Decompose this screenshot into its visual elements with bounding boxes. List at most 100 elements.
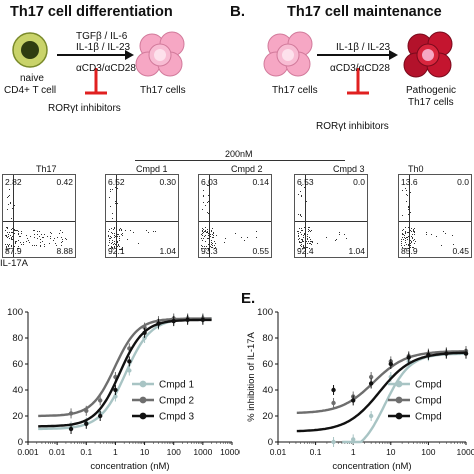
pathogenic-label-1: Pathogenic: [406, 85, 457, 96]
y-tick-label: 100: [7, 307, 23, 318]
quadrant-lr-value: 8.88: [56, 246, 73, 256]
x-tick-label: 100: [167, 447, 181, 457]
x-tick-label: 10000: [220, 447, 240, 457]
legend-label: Cmpd 3: [159, 412, 194, 423]
pathogenic-cells-icon: [403, 31, 453, 78]
data-point: [200, 317, 206, 322]
quadrant-ul-value: 6.52: [108, 177, 125, 187]
quadrant-gate-horizontal: [199, 221, 271, 222]
fit-curve: [38, 317, 212, 418]
y-tick-label: 0: [268, 437, 273, 448]
quadrant-ul-value: 6.53: [297, 177, 314, 187]
data-point: [331, 387, 336, 393]
inhibition-symbol-b-icon: [347, 68, 369, 95]
legend-label: Cmpd 2: [159, 396, 194, 407]
flow-plot: 2.82 0.42 87.9 8.88: [2, 174, 76, 258]
pathogenic-label-2: Th17 cells: [408, 97, 454, 108]
inhibition-symbol-icon: [85, 68, 107, 95]
data-point: [368, 413, 374, 419]
dose-response-chart-right: 0 20 40 60 80 100 0.01 0.1 1 10 100 1000 concentrati…: [246, 307, 474, 472]
quadrant-ul-value: 2.82: [5, 177, 22, 187]
quadrant-ll-value: 85.9: [401, 246, 418, 256]
quadrant-gate-vertical: [305, 175, 306, 257]
quadrant-lr-value: 1.04: [159, 246, 176, 256]
concentration-label: 200nM: [225, 149, 253, 159]
data-point: [406, 355, 411, 360]
quadrant-ur-value: 0.0: [457, 177, 469, 187]
data-point: [84, 408, 89, 413]
panel-a-cond-2: IL-1β / IL-23: [76, 42, 131, 53]
data-point: [171, 318, 176, 324]
panel-a-cond-1: TGFβ / IL-6: [76, 31, 128, 42]
x-tick-label: 1000: [457, 447, 474, 457]
data-point: [127, 368, 132, 373]
x-tick-label: 10: [140, 447, 150, 457]
flow-plot-title: Th0: [408, 164, 424, 174]
legend-marker: [395, 380, 403, 388]
data-point: [68, 411, 74, 416]
panel-a-schematic: [12, 31, 185, 95]
quadrant-gate-vertical: [116, 175, 117, 257]
naive-label: naive: [20, 73, 44, 84]
th17-cells-icon: [135, 31, 185, 77]
panel-b-letter: B.: [230, 3, 245, 20]
data-point: [388, 361, 393, 367]
flow-plot-title: Cmpd 3: [333, 164, 365, 174]
legend-label: Cmpd: [415, 380, 442, 391]
naive-cell-icon: [12, 32, 48, 68]
y-tick-label: 0: [18, 437, 23, 448]
quadrant-ll-value: 92.4: [297, 246, 314, 256]
data-point: [142, 335, 147, 341]
quadrant-ul-value: 6.03: [201, 177, 218, 187]
flow-plot-title: Th17: [36, 164, 57, 174]
quadrant-gate-horizontal: [295, 221, 367, 222]
x-tick-label: 100: [421, 447, 435, 457]
il17a-axis-label: IL-17A: [0, 258, 28, 269]
panel-a-title: Th17 cell differentiation: [10, 4, 173, 20]
y-tick-label: 60: [12, 359, 23, 370]
panel-a-cond-3: αCD3/αCD28: [76, 63, 136, 74]
legend-label: Cmpd: [415, 412, 442, 423]
data-point: [127, 359, 132, 364]
flow-plot: 6.52 0.30 92.1 1.04: [105, 174, 179, 258]
data-point: [113, 394, 118, 399]
quadrant-gate-horizontal: [399, 221, 471, 222]
quadrant-gate-vertical: [13, 175, 14, 257]
flow-plot-title: Cmpd 1: [136, 164, 168, 174]
data-point: [84, 421, 89, 426]
y-tick-label: 60: [262, 359, 273, 370]
data-point: [142, 330, 147, 335]
quadrant-gate-horizontal: [3, 221, 75, 222]
panel-a-inhibitor-label: RORγt inhibitors: [48, 103, 121, 114]
fit-curve: [296, 351, 466, 433]
quadrant-ur-value: 0.14: [252, 177, 269, 187]
panel-e-letter: E.: [241, 290, 256, 307]
x-tick-label: 0.01: [49, 447, 66, 457]
data-point: [185, 317, 190, 322]
maintenance-arrow-icon: [317, 50, 398, 60]
data-point: [426, 352, 431, 358]
quadrant-gate-vertical: [209, 175, 210, 257]
data-point: [351, 437, 356, 442]
data-point: [351, 398, 356, 403]
quadrant-lr-value: 0.55: [252, 246, 269, 256]
panel-b-title: Th17 cell maintenance: [287, 4, 442, 20]
x-tick-label: 0.1: [310, 447, 322, 457]
quadrant-ur-value: 0.0: [353, 177, 365, 187]
th17-cells-label: Th17 cells: [140, 85, 186, 96]
th17-start-cells-icon: [263, 31, 313, 77]
data-point: [68, 426, 74, 432]
data-point: [463, 351, 469, 356]
data-point: [331, 400, 336, 406]
x-tick-label: 1000: [193, 447, 212, 457]
x-axis-title: concentration (nM): [332, 461, 411, 472]
data-point: [156, 321, 161, 326]
x-tick-label: 0.01: [270, 447, 287, 457]
panel-b-cond-2: αCD3/αCD28: [330, 63, 390, 74]
panel-b-inhibitor-label: RORγt inhibitors: [316, 121, 389, 132]
quadrant-gate-vertical: [409, 175, 410, 257]
y-tick-label: 40: [12, 385, 23, 396]
x-tick-label: 0.1: [80, 447, 92, 457]
data-point: [368, 381, 374, 386]
quadrant-ll-value: 92.1: [108, 246, 125, 256]
